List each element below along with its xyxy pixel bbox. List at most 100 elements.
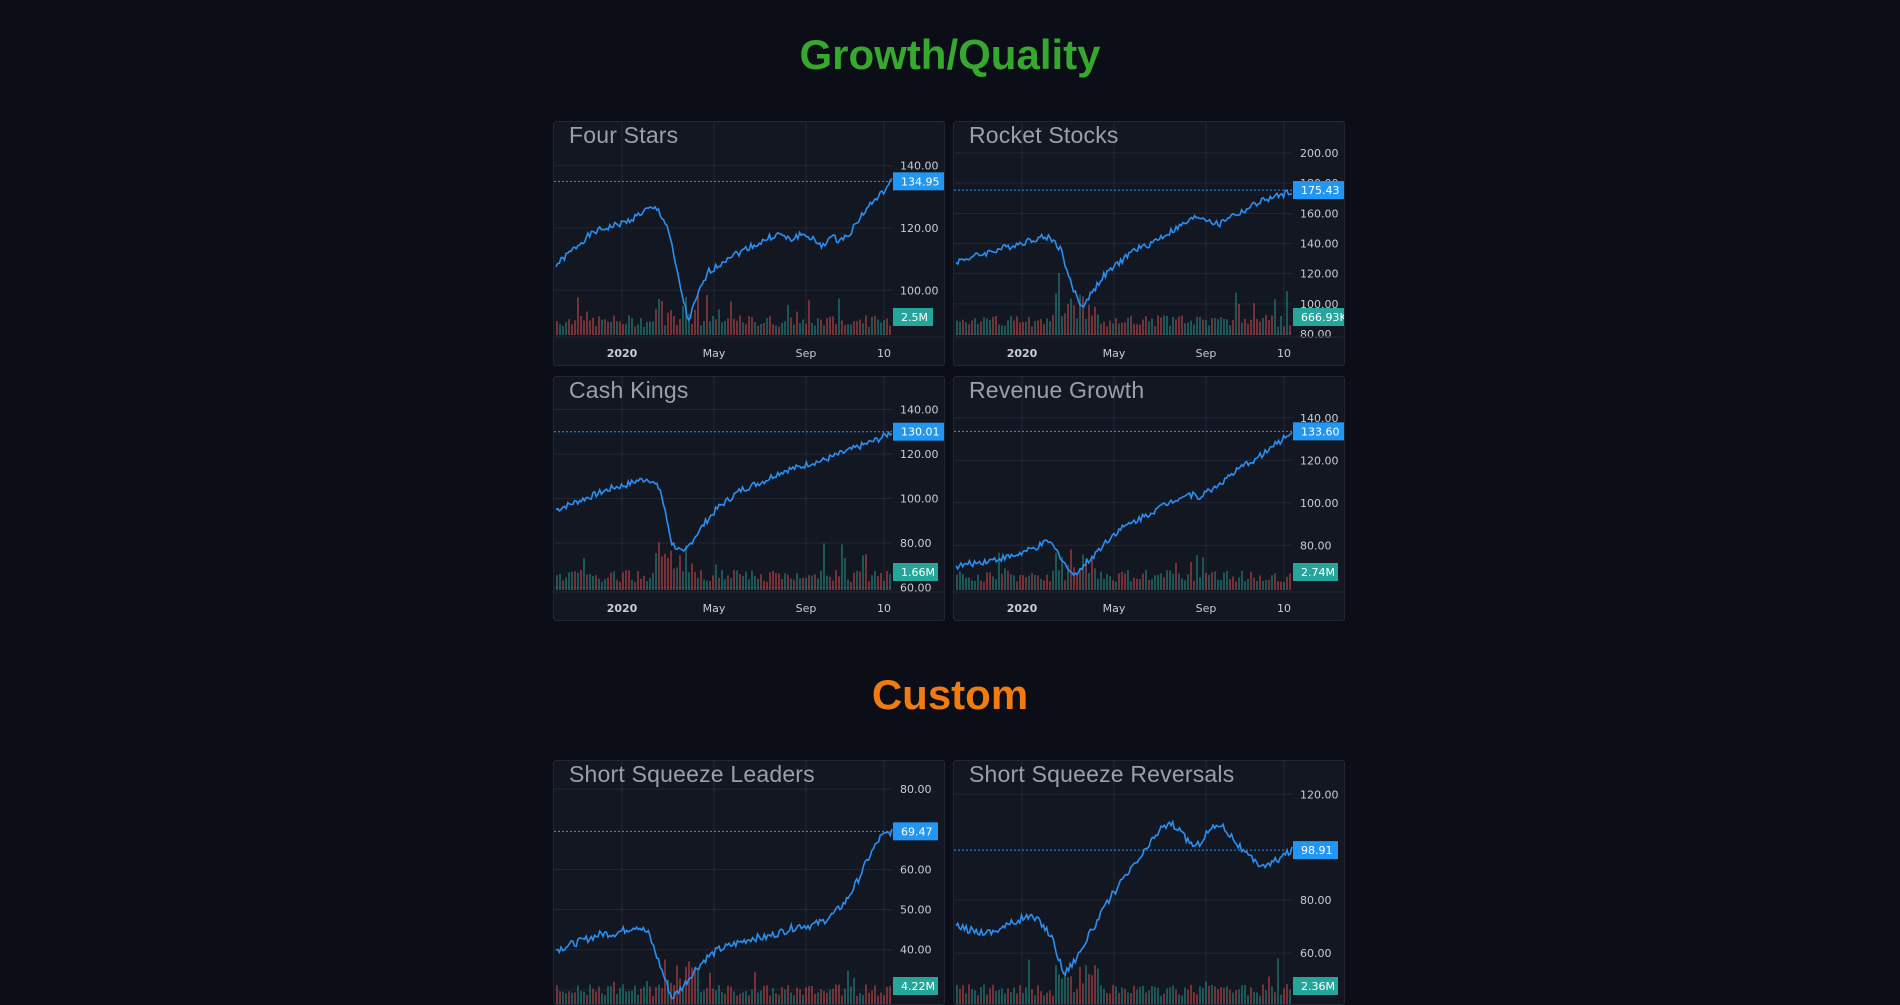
screener-card-revenue-growth[interactable]: 140.00 120.00 100.00 80.00 133.60 2.74M 2020 Ma… xyxy=(953,376,1345,621)
volume-bar xyxy=(1289,989,1291,1004)
screener-card-rocket-stocks[interactable]: 200.00180.00160.00140.00120.00100.0080.0… xyxy=(953,121,1345,366)
y-axis-tick: 40.00 xyxy=(900,944,932,957)
volume-bar xyxy=(1130,581,1132,590)
volume-bar xyxy=(1187,989,1189,1004)
volume-bar xyxy=(1094,306,1096,335)
volume-bar xyxy=(586,311,588,335)
volume-bar xyxy=(664,325,666,335)
y-axis-tick: 120.00 xyxy=(900,222,939,235)
volume-bar xyxy=(1109,993,1111,1004)
volume-bar xyxy=(1274,573,1276,590)
volume-bar xyxy=(1100,571,1102,590)
volume-bar xyxy=(850,986,852,1004)
volume-bar xyxy=(610,572,612,590)
volume-bar xyxy=(1244,318,1246,335)
volume-bar xyxy=(1199,316,1201,335)
volume-bar xyxy=(1025,577,1027,590)
volume-bar xyxy=(1127,317,1129,335)
volume-bar xyxy=(718,309,720,335)
volume-bar xyxy=(1106,993,1108,1004)
volume-bar xyxy=(1058,272,1060,335)
volume-bar xyxy=(1145,570,1147,590)
section-title-custom: Custom xyxy=(871,671,1029,718)
screener-card-four-stars[interactable]: 140.00 120.00 100.00 134.95 2.5M 2020 May Sep 10… xyxy=(553,121,945,366)
volume-bar xyxy=(859,993,861,1004)
volume-bar xyxy=(757,578,759,590)
volume-tag-label: 2.74M xyxy=(1301,566,1335,579)
volume-bar xyxy=(700,991,702,1004)
volume-bar xyxy=(562,326,564,335)
growth-quality-grid: 140.00 120.00 100.00 134.95 2.5M 2020 May Sep 10… xyxy=(553,121,1347,621)
price-tag-label: 69.47 xyxy=(901,825,933,838)
volume-bar xyxy=(622,984,624,1004)
screener-card-cash-kings[interactable]: 140.00 120.00 100.00 80.00 60.00 130.01 1.66M 2… xyxy=(553,376,945,621)
volume-bar xyxy=(778,573,780,590)
volume-bar xyxy=(607,577,609,590)
volume-bar xyxy=(787,304,789,335)
volume-bar xyxy=(968,324,970,335)
volume-bar xyxy=(1283,326,1285,335)
volume-bar xyxy=(817,992,819,1004)
volume-bar xyxy=(697,295,699,335)
volume-bar xyxy=(748,995,750,1004)
volume-bar xyxy=(998,989,1000,1004)
volume-bar xyxy=(844,325,846,335)
volume-bar xyxy=(775,325,777,335)
price-tag xyxy=(1293,841,1338,860)
volume-bar xyxy=(859,571,861,590)
volume-bar xyxy=(1133,985,1135,1004)
volume-bar xyxy=(1103,321,1105,335)
volume-bar xyxy=(826,992,828,1004)
volume-bar xyxy=(1121,322,1123,335)
volume-bar xyxy=(1217,988,1219,1004)
volume-bar xyxy=(700,325,702,335)
card-title: Rocket Stocks xyxy=(969,122,1119,148)
volume-bar xyxy=(709,972,711,1004)
volume-bar xyxy=(739,993,741,1004)
volume-bar xyxy=(1235,581,1237,590)
volume-bar xyxy=(556,985,558,1004)
volume-bar xyxy=(986,572,988,590)
volume-bar xyxy=(691,324,693,335)
volume-bar xyxy=(595,991,597,1004)
volume-bar xyxy=(1124,988,1126,1004)
volume-bar xyxy=(586,574,588,590)
volume-bar xyxy=(1202,557,1204,590)
volume-bar xyxy=(880,572,882,590)
volume-bar xyxy=(643,575,645,590)
x-axis-tick: Sep xyxy=(1196,347,1217,360)
volume-bar xyxy=(652,321,654,335)
y-axis-tick: 50.00 xyxy=(900,904,932,917)
volume-bar xyxy=(995,579,997,590)
volume-bar xyxy=(1064,313,1066,335)
volume-tag-label: 1.66M xyxy=(901,566,935,579)
volume-bar xyxy=(1133,323,1135,335)
volume-bar xyxy=(1211,572,1213,590)
volume-bar xyxy=(562,580,564,590)
volume-bar xyxy=(775,993,777,1004)
volume-bar xyxy=(1127,992,1129,1004)
x-axis-tick: May xyxy=(703,347,726,360)
volume-bar xyxy=(730,986,732,1004)
volume-bar xyxy=(1019,985,1021,1004)
volume-bar xyxy=(556,575,558,590)
volume-bar xyxy=(889,325,891,335)
volume-bar xyxy=(1004,325,1006,335)
volume-bar xyxy=(751,570,753,590)
volume-bar xyxy=(1118,992,1120,1004)
volume-bar xyxy=(568,991,570,1004)
screener-card-short-squeeze-reversals[interactable]: 120.00 80.00 60.00 98.91 2.36M Short Squeeze… xyxy=(953,760,1345,1005)
volume-bar xyxy=(706,580,708,590)
volume-bar xyxy=(637,571,639,590)
volume-bar xyxy=(772,324,774,335)
volume-bar xyxy=(974,990,976,1004)
volume-bar xyxy=(959,988,961,1004)
volume-bar xyxy=(956,984,958,1004)
volume-bar xyxy=(1097,968,1099,1004)
volume-bar xyxy=(697,969,699,1004)
volume-bar xyxy=(631,579,633,590)
volume-bar xyxy=(1229,579,1231,590)
volume-bar xyxy=(772,570,774,590)
volume-bar xyxy=(1097,578,1099,590)
